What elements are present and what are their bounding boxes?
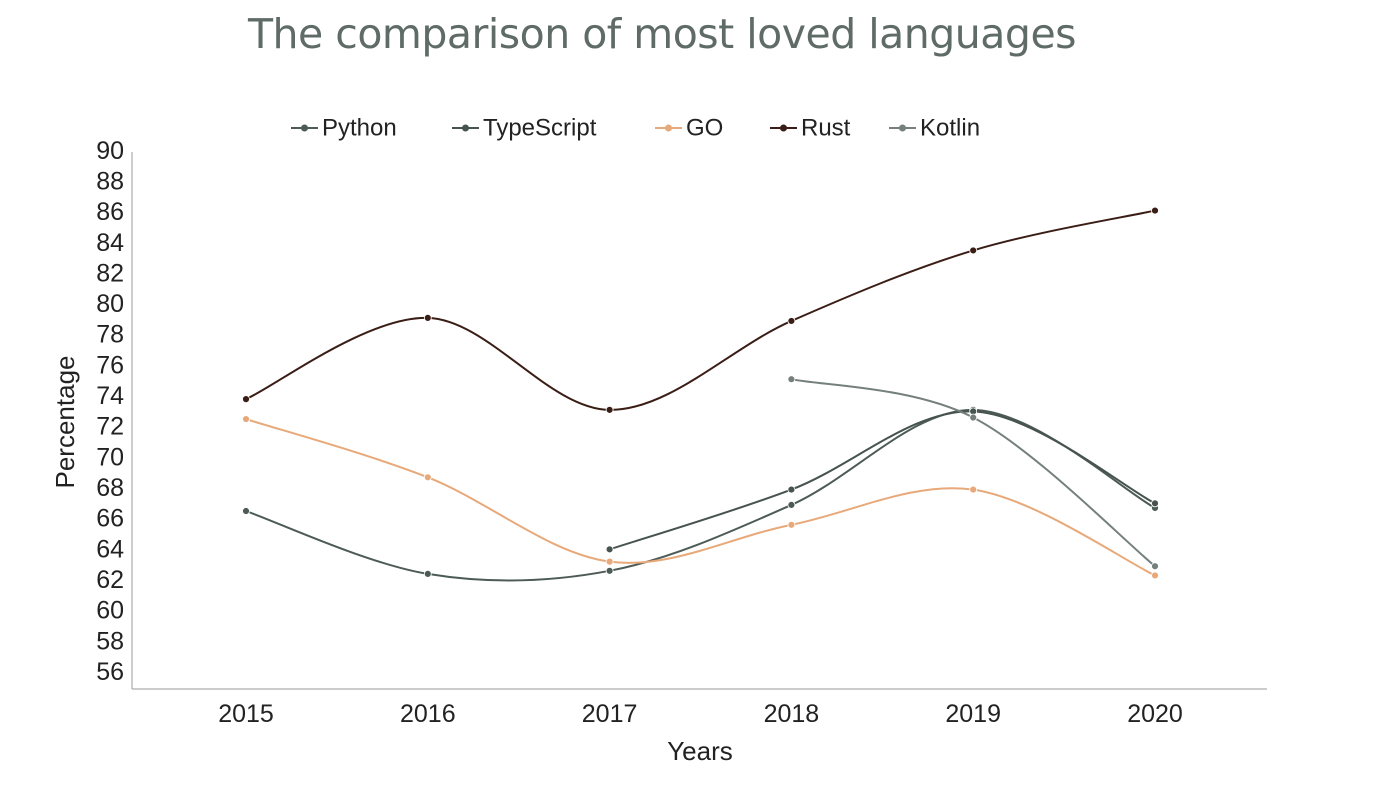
data-point-rust — [423, 313, 432, 322]
data-point-go — [969, 485, 978, 494]
x-tick-label: 2018 — [764, 700, 820, 728]
series-line-python — [245, 408, 1156, 582]
data-point-rust — [605, 405, 614, 414]
data-point-typescript — [605, 545, 614, 554]
legend-label-typescript: TypeScript — [483, 115, 597, 142]
data-point-rust — [969, 246, 978, 255]
data-point-rust — [242, 395, 250, 404]
data-point-python — [787, 501, 796, 509]
y-tick-label: 64 — [96, 535, 124, 563]
data-point-kotlin — [969, 413, 978, 422]
y-tick-label: 84 — [96, 229, 124, 257]
chart-title: The comparison of most loved languages — [248, 10, 1077, 58]
data-point-rust — [787, 317, 796, 325]
legend-marker-kotlin — [899, 124, 906, 132]
legend-marker-go — [665, 124, 672, 132]
y-tick-label: 72 — [96, 413, 124, 441]
y-tick-label: 60 — [96, 597, 124, 625]
data-point-typescript — [1151, 499, 1159, 508]
data-point-go — [787, 520, 796, 529]
data-point-kotlin — [787, 375, 796, 384]
x-tick-label: 2019 — [945, 700, 1001, 728]
y-tick-label: 90 — [96, 137, 124, 165]
data-point-typescript — [787, 485, 796, 494]
x-tick-label: 2015 — [218, 700, 274, 728]
series-line-typescript — [609, 410, 1156, 551]
data-point-go — [1151, 571, 1159, 580]
y-tick-label: 78 — [96, 321, 124, 349]
y-tick-label: 80 — [96, 290, 124, 318]
y-tick-label: 74 — [96, 382, 124, 410]
y-axis-title: Percentage — [50, 356, 80, 489]
y-tick-label: 70 — [96, 443, 124, 471]
series-line-go — [245, 418, 1156, 577]
y-tick-label: 56 — [96, 658, 124, 686]
data-point-python — [605, 566, 614, 575]
legend-marker-typescript — [462, 124, 469, 132]
legend-label-python: Python — [322, 115, 397, 142]
y-tick-label: 66 — [96, 505, 124, 533]
x-tick-label: 2020 — [1127, 700, 1183, 728]
y-tick-label: 62 — [96, 566, 124, 594]
data-point-python — [242, 507, 250, 515]
data-point-go — [242, 415, 250, 423]
y-tick-label: 68 — [96, 474, 124, 502]
data-point-kotlin — [1151, 562, 1159, 571]
y-tick-label: 82 — [96, 259, 124, 287]
x-tick-label: 2016 — [400, 700, 456, 728]
legend-label-go: GO — [686, 115, 723, 142]
y-tick-label: 58 — [96, 627, 124, 655]
data-point-python — [423, 569, 432, 578]
series-line-rust — [245, 209, 1156, 411]
y-tick-label: 86 — [96, 198, 124, 226]
legend-marker-python — [301, 124, 308, 132]
data-point-go — [605, 557, 614, 566]
data-point-go — [423, 473, 432, 482]
x-tick-label: 2017 — [582, 700, 638, 728]
legend-marker-rust — [780, 124, 787, 132]
y-tick-label: 76 — [96, 351, 124, 379]
data-point-rust — [1151, 206, 1159, 215]
legend-label-rust: Rust — [801, 115, 851, 142]
legend-label-kotlin: Kotlin — [920, 115, 980, 142]
x-axis-title: Years — [667, 736, 733, 766]
y-tick-label: 88 — [96, 167, 124, 195]
